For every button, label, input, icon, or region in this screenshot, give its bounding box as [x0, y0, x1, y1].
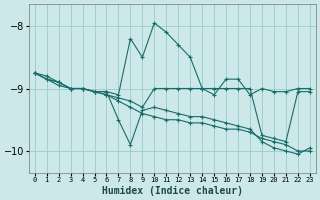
X-axis label: Humidex (Indice chaleur): Humidex (Indice chaleur)	[102, 186, 243, 196]
